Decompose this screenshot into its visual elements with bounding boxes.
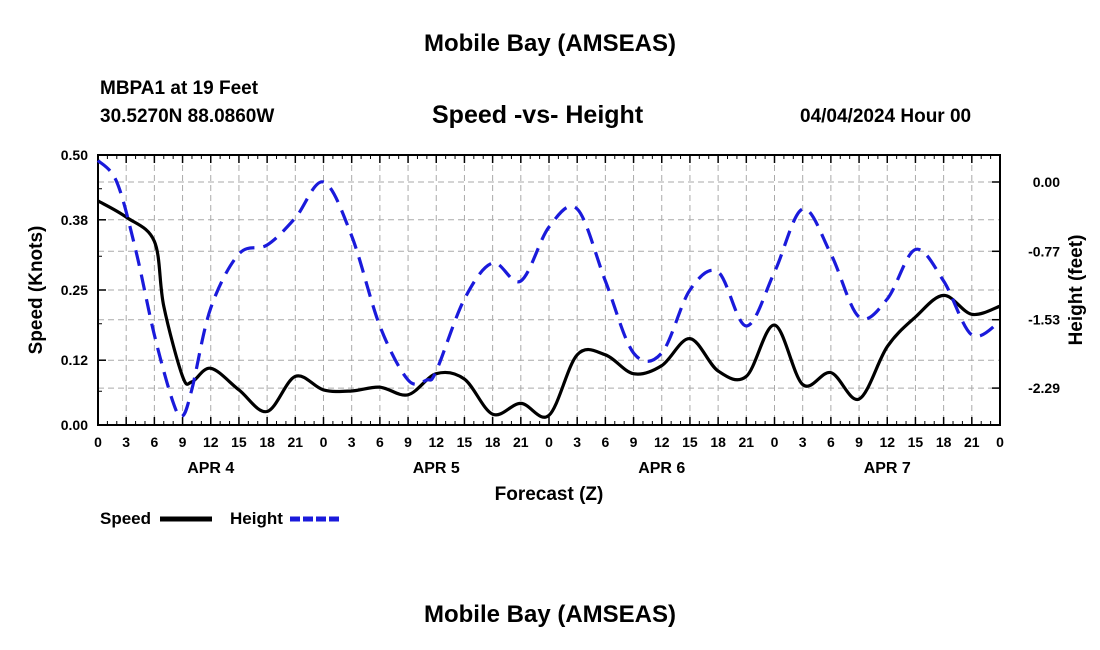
x-tick-label: 6 <box>827 434 835 450</box>
y-left-tick-label: 0.00 <box>61 417 88 433</box>
forecast-datetime: 04/04/2024 Hour 00 <box>800 106 972 127</box>
x-tick-label: 18 <box>259 434 275 450</box>
x-tick-label: 12 <box>654 434 670 450</box>
x-tick-label: 0 <box>94 434 102 450</box>
y-right-axis-label: Height (feet) <box>1066 235 1087 346</box>
x-tick-label: 9 <box>630 434 638 450</box>
y-left-tick-label: 0.25 <box>61 282 88 298</box>
x-tick-label: 0 <box>771 434 779 450</box>
footer-title: Mobile Bay (AMSEAS) <box>423 601 677 628</box>
x-tick-label: 3 <box>122 434 130 450</box>
x-tick-label: 15 <box>457 434 473 450</box>
x-tick-label: 15 <box>231 434 247 450</box>
chart-title: Speed -vs- Height <box>432 101 644 129</box>
x-tick-label: 12 <box>428 434 444 450</box>
y-right-tick-label: 0.00 <box>1033 174 1060 190</box>
x-tick-label: 9 <box>404 434 412 450</box>
x-tick-label: 6 <box>601 434 609 450</box>
series-line-height <box>96 159 1001 419</box>
x-tick-label: 0 <box>996 434 1004 450</box>
x-tick-label: 21 <box>513 434 529 450</box>
x-axis-label: Forecast (Z) <box>495 484 604 505</box>
legend-height-label: Height <box>230 509 283 528</box>
y-left-axis-label: Speed (Knots) <box>26 226 47 355</box>
x-tick-label: 15 <box>682 434 698 450</box>
legend-speed-label: Speed <box>100 509 152 528</box>
x-tick-label: 0 <box>320 434 328 450</box>
x-tick-label: 21 <box>964 434 980 450</box>
station-label: MBPA1 at 19 Feet <box>100 78 259 99</box>
date-label: APR 5 <box>413 460 460 477</box>
x-tick-label: 21 <box>739 434 755 450</box>
x-tick-label: 6 <box>376 434 384 450</box>
x-tick-label: 6 <box>150 434 158 450</box>
plot-frame <box>97 154 1001 426</box>
x-tick-label: 12 <box>879 434 895 450</box>
series-line-speed <box>97 199 1001 419</box>
x-tick-label: 18 <box>485 434 501 450</box>
x-tick-label: 21 <box>288 434 304 450</box>
page-title: Mobile Bay (AMSEAS) <box>423 30 677 57</box>
date-label: APR 7 <box>864 460 911 477</box>
x-tick-label: 9 <box>179 434 187 450</box>
y-right-tick-label: -1.53 <box>1028 312 1060 328</box>
y-right-tick-label: -0.77 <box>1028 243 1060 259</box>
date-label: APR 6 <box>638 460 685 477</box>
x-tick-label: 15 <box>908 434 924 450</box>
x-tick-label: 3 <box>573 434 581 450</box>
y-right-tick-label: -2.29 <box>1028 380 1060 396</box>
y-left-tick-label: 0.38 <box>61 212 88 228</box>
y-left-tick-label: 0.12 <box>61 352 88 368</box>
y-left-tick-label: 0.50 <box>61 147 88 163</box>
station-coordinates: 30.5270N 88.0860W <box>100 106 275 127</box>
x-tick-label: 12 <box>203 434 219 450</box>
x-tick-label: 0 <box>545 434 553 450</box>
x-tick-label: 3 <box>799 434 807 450</box>
x-tick-label: 9 <box>855 434 863 450</box>
x-tick-label: 18 <box>936 434 952 450</box>
x-tick-label: 18 <box>710 434 726 450</box>
x-tick-label: 3 <box>348 434 356 450</box>
date-label: APR 4 <box>187 460 234 477</box>
